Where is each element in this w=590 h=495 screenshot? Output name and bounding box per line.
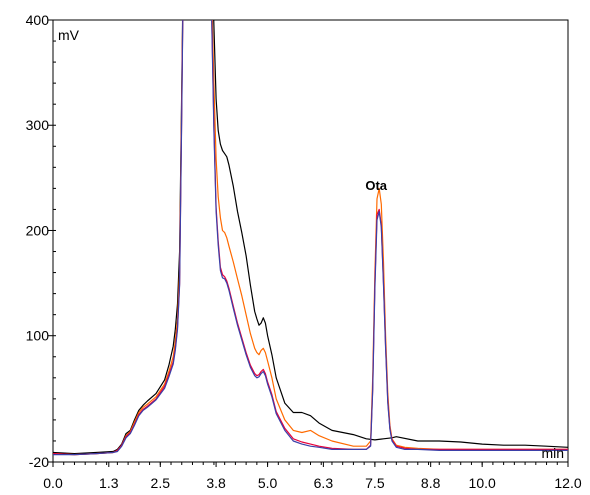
y-tick-label: 200 [26, 222, 50, 238]
series-line-0 [53, 20, 568, 455]
series-line-2 [53, 20, 568, 456]
annotations-group: Ota [365, 178, 387, 193]
x-tick-label: 10.0 [469, 475, 496, 491]
x-tick-label: 6.3 [314, 475, 334, 491]
x-tick-label: 0.0 [43, 475, 63, 491]
y-axis-ticks: -20 100 200 300 400 [26, 12, 56, 470]
plot-area-frame [52, 19, 569, 463]
y-axis-label: mV [58, 27, 80, 43]
x-tick-label: 1.3 [99, 475, 119, 491]
x-axis-ticks: 0.0 1.3 2.5 3.8 5.0 6.3 7.5 8.8 10.0 12.0 [43, 462, 582, 491]
series-line-3 [53, 20, 568, 456]
y-tick-label: 100 [26, 328, 50, 344]
y-tick-label: 400 [26, 12, 50, 28]
y-tick-label: -20 [29, 454, 49, 470]
x-axis-label: min [541, 445, 564, 461]
x-tick-label: 2.5 [151, 475, 171, 491]
x-tick-label: 12.0 [554, 475, 581, 491]
series-line-1 [53, 20, 568, 456]
x-tick-label: 3.8 [206, 475, 226, 491]
x-tick-label: 7.5 [365, 475, 385, 491]
peak-annotation: Ota [365, 178, 387, 193]
series-group [53, 20, 568, 456]
x-tick-label: 5.0 [258, 475, 278, 491]
x-tick-label: 8.8 [421, 475, 441, 491]
y-tick-label: 300 [26, 117, 50, 133]
